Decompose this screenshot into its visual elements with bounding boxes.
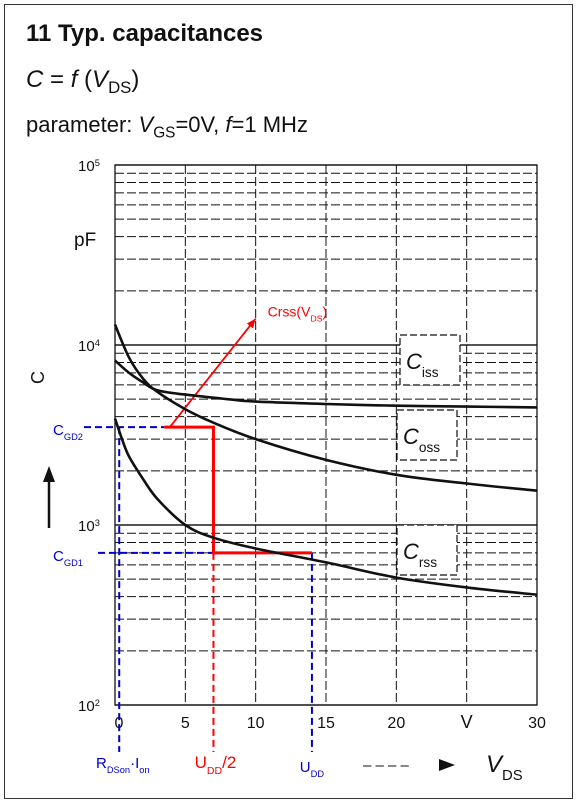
formula-close: ) (131, 66, 140, 93)
crss-arrow-head (246, 318, 256, 329)
figure-title: 11 Typ. capacitances (26, 20, 264, 47)
y-axis-label: C (28, 371, 48, 384)
rds-ion-label: RDSon·Ion (96, 755, 150, 775)
x-tick-label: 0 (115, 715, 124, 732)
x-axis-label: VDS (486, 751, 523, 784)
figure-frame (4, 4, 573, 799)
x-tick-label: V (461, 712, 473, 732)
cgd2-label: CGD2 (53, 422, 83, 442)
param-var1: V (138, 112, 154, 137)
chart-labels: Ciss Coss Crss Crss(VDS) CGD2 CGD1 RDSon·Ion UD… (28, 158, 546, 784)
formula-open: ( (77, 66, 93, 93)
y-tick-label: 103 (78, 518, 100, 535)
x-axis-dashes: – – – – (363, 757, 410, 774)
legend-box-coss (396, 409, 458, 461)
curve-ciss (114, 359, 538, 409)
crss-vds-label: Crss(VDS) (268, 304, 328, 324)
formula-var: V (92, 66, 109, 93)
x-tick-label: 10 (247, 715, 265, 732)
guide-lines (84, 318, 313, 752)
x-tick-label: 5 (181, 715, 190, 732)
grid-major (114, 164, 538, 706)
udd-half-label: UDD/2 (195, 753, 237, 777)
curve-crss (113, 418, 538, 596)
curve-coss (113, 323, 538, 492)
param-var2: f (225, 112, 232, 137)
formula-sub: DS (108, 77, 132, 97)
y-tick-label: 104 (78, 338, 100, 355)
legend-box-crss (396, 524, 458, 576)
grid-minor (114, 165, 538, 705)
param-prefix: parameter: (26, 112, 139, 137)
param-val2: =1 MHz (231, 112, 308, 137)
formula-line: C = f (VDS) (26, 66, 139, 98)
formula-eq: = (43, 66, 71, 93)
y-tick-label: 105 (78, 158, 100, 175)
x-tick-label: 20 (387, 715, 405, 732)
series-label-ciss: Ciss (406, 349, 439, 380)
x-tick-label: 30 (528, 715, 546, 732)
parameter-line: parameter: VGS=0V, f=1 MHz (26, 112, 308, 142)
formula-fn: f (70, 66, 78, 93)
x-tick-label: 15 (317, 715, 335, 732)
series-label-crss: Crss (403, 539, 437, 570)
legend-box-ciss (399, 334, 461, 386)
x-axis-arrow-head (439, 759, 455, 771)
y-tick-label: 102 (78, 698, 100, 715)
udd-label: UDD (300, 759, 325, 779)
crss-step-line (164, 425, 312, 555)
formula-lhs: C (26, 66, 44, 93)
y-axis-arrow-head (43, 466, 55, 482)
param-val1: =0V, (175, 112, 226, 137)
cgd1-label: CGD1 (53, 548, 83, 568)
y-unit-label: pF (74, 230, 96, 251)
curves (113, 323, 538, 596)
plot-frame (114, 164, 538, 706)
param-sub1: GS (153, 124, 176, 142)
series-label-coss: Coss (403, 424, 440, 455)
